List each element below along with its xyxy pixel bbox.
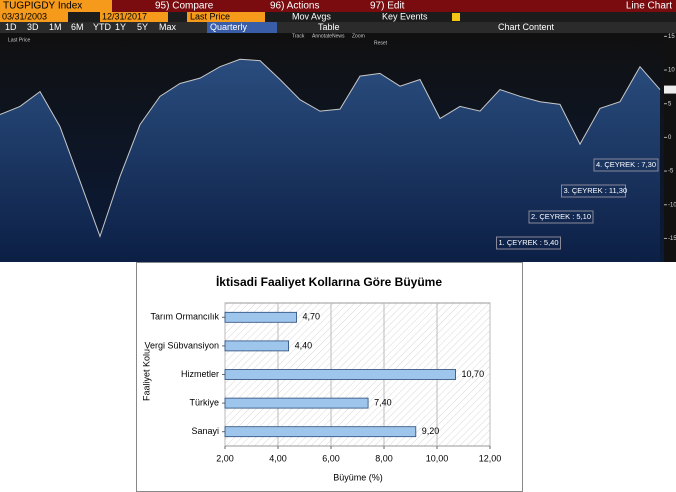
x-axis-label: Büyüme (%) — [333, 472, 383, 482]
field: Last Price — [190, 11, 230, 21]
toolbar-row — [0, 0, 676, 12]
y-tick-label: 5 — [668, 101, 672, 107]
start-date: 03/31/2003 — [2, 11, 47, 21]
y-tick-label: -5 — [668, 169, 674, 175]
range-button[interactable]: Max — [159, 22, 177, 32]
y-tick-label: Hizmetler — [181, 369, 219, 379]
value-label: 4,70 — [303, 312, 321, 322]
end-date: 12/31/2017 — [102, 11, 147, 21]
y-tick-label: Vergi Sübvansiyon — [144, 340, 219, 350]
ticker-box[interactable] — [0, 0, 112, 12]
annotation: 4. ÇEYREK : 7,30 — [596, 160, 656, 169]
x-tick-label: 4,00 — [269, 453, 287, 463]
chart-content[interactable]: Chart Content — [498, 22, 555, 32]
range-button[interactable]: 3D — [27, 22, 39, 32]
legend: Last Price — [8, 37, 30, 43]
y-tick-label: 10 — [668, 68, 675, 74]
tool[interactable]: News — [332, 33, 345, 39]
annotation-box — [496, 236, 561, 250]
y-tick-label: 15 — [668, 34, 675, 40]
value-label: 4,40 — [295, 340, 313, 350]
last-value-marker — [664, 85, 676, 94]
y-tick-label: -15 — [668, 236, 676, 242]
bar — [224, 340, 289, 352]
annotation-box — [593, 158, 659, 172]
key-events[interactable]: Key Events — [382, 11, 428, 21]
reset[interactable]: Reset — [374, 40, 388, 46]
toolbar-row — [0, 22, 676, 33]
annotation-box — [561, 184, 626, 198]
bar — [224, 397, 369, 409]
x-tick-label: 8,00 — [375, 453, 393, 463]
line — [0, 58, 661, 238]
range-button[interactable]: 6M — [71, 22, 84, 32]
frequency-box[interactable] — [207, 22, 277, 33]
value-label: 7,40 — [374, 397, 392, 407]
ticker: TUGPIGDY Index — [3, 1, 82, 12]
value-label: 10,70 — [462, 369, 485, 379]
chart-title: İktisadi Faaliyet Kollarına Göre Büyüme — [216, 274, 442, 289]
bar — [224, 311, 297, 323]
annotation: 2. ÇEYREK : 5,10 — [531, 212, 591, 221]
y-tick-label: 0 — [668, 135, 672, 141]
tool[interactable]: Annotate — [312, 33, 332, 39]
annotation: 3. ÇEYREK : 11,30 — [564, 186, 628, 195]
table[interactable]: Table — [318, 22, 340, 32]
date-box[interactable] — [100, 12, 168, 22]
field-box[interactable] — [187, 12, 265, 22]
y-tick-label: Türkiye — [189, 397, 219, 407]
x-tick-label: 12,00 — [479, 453, 502, 463]
mov-avgs[interactable]: Mov Avgs — [292, 11, 331, 21]
y-tick-label: Tarım Ormancılık — [150, 312, 219, 322]
value-label: 9,20 — [422, 426, 440, 436]
frequency: Quarterly — [210, 22, 248, 32]
date-box[interactable] — [0, 12, 68, 22]
y-tick-label: Sanayi — [191, 426, 219, 436]
view[interactable]: Line Chart — [626, 1, 672, 12]
annotation-box — [528, 210, 594, 224]
compare[interactable]: 95) Compare — [155, 1, 214, 12]
bar — [224, 369, 456, 380]
y-axis-label: Faaliyet Kolu — [141, 349, 151, 401]
area — [0, 59, 660, 263]
tool[interactable]: Track — [292, 33, 305, 39]
x-tick-label: 6,00 — [322, 453, 340, 463]
range-button[interactable]: 1D — [5, 22, 17, 32]
range-button[interactable]: 5Y — [137, 22, 148, 32]
bar — [224, 426, 417, 438]
events-icon[interactable] — [452, 13, 460, 21]
toolbar-row — [0, 12, 676, 22]
range-button[interactable]: 1Y — [115, 22, 126, 32]
edit[interactable]: 97) Edit — [370, 1, 405, 12]
x-tick-label: 2,00 — [216, 453, 234, 463]
actions[interactable]: 96) Actions — [270, 1, 319, 12]
y-tick-label: -10 — [668, 202, 676, 208]
x-tick-label: 10,00 — [426, 453, 449, 463]
tool[interactable]: Zoom — [352, 33, 365, 39]
range-button[interactable]: 1M — [49, 22, 62, 32]
range-button[interactable]: YTD — [93, 22, 112, 32]
annotation: 1. ÇEYREK : 5,40 — [499, 238, 559, 247]
